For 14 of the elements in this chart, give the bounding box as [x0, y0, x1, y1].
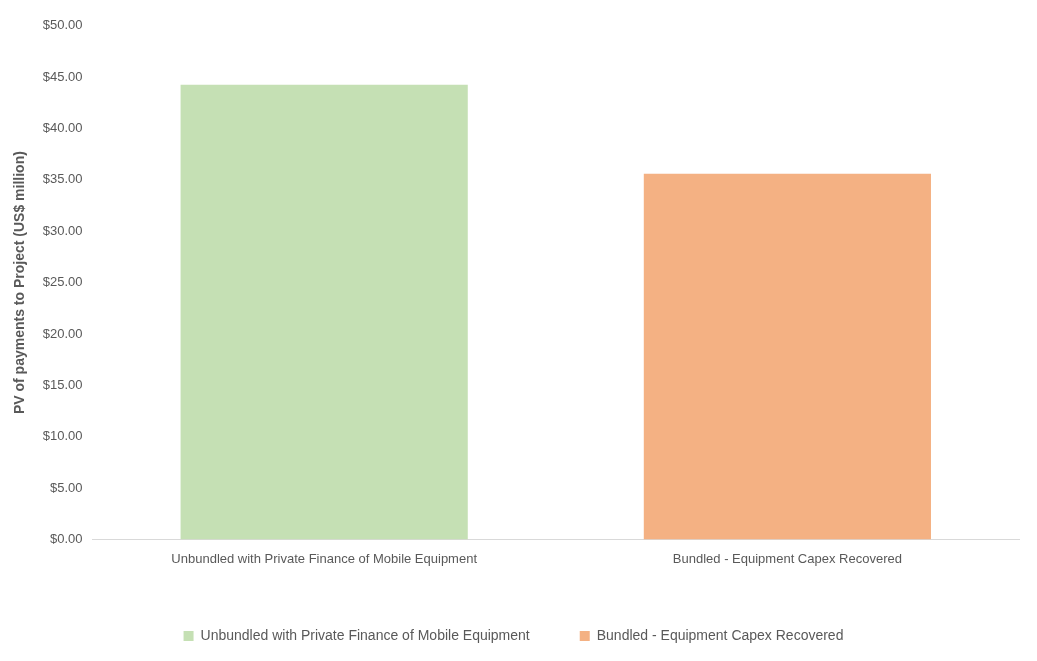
- y-tick-label: $40.00: [42, 120, 83, 136]
- y-tick-label: $30.00: [42, 222, 83, 238]
- y-tick-label: $50.00: [42, 17, 83, 33]
- y-tick-label: $5.00: [50, 479, 83, 495]
- y-tick-label: $45.00: [42, 68, 83, 84]
- legend-label: Bundled - Equipment Capex Recovered: [596, 626, 844, 643]
- y-tick-label: $0.00: [50, 530, 83, 546]
- y-tick-label: $25.00: [42, 274, 83, 290]
- y-axis-title: PV of payments to Project (US$ million): [11, 151, 28, 415]
- y-tick-label: $20.00: [42, 325, 83, 341]
- y-tick-label: $35.00: [42, 171, 83, 187]
- y-tick-label: $10.00: [42, 428, 83, 444]
- y-tick-label: $15.00: [42, 376, 83, 392]
- legend-label: Unbundled with Private Finance of Mobile Equipment: [200, 626, 530, 643]
